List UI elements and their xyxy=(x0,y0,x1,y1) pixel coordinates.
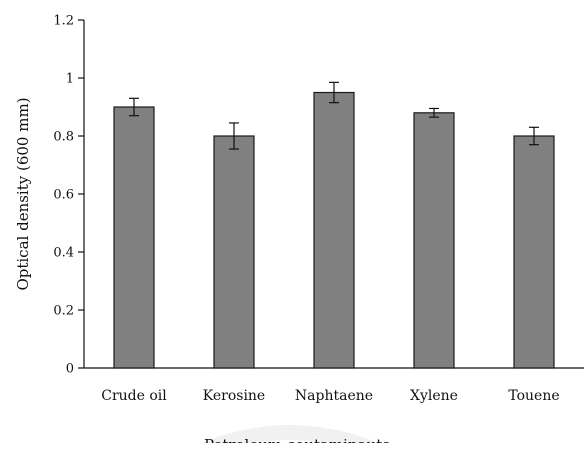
x-tick-label: Naphtaene xyxy=(295,388,373,404)
bar xyxy=(113,106,155,369)
x-tick-label: Crude oil xyxy=(101,388,167,404)
x-tick-labels: Crude oil Kerosine Naphtaene Xylene Touene xyxy=(101,388,559,404)
y-ticks: 0 0.2 0.4 0.6 0.8 1 1.2 xyxy=(53,14,84,377)
y-axis-title: Optical density (600 mm) xyxy=(14,97,32,290)
y-tick-label: 0.4 xyxy=(53,246,74,261)
y-tick-label: 0.2 xyxy=(53,304,74,319)
y-tick-label: 0.6 xyxy=(53,188,74,203)
x-tick-label: Xylene xyxy=(410,388,458,404)
bars xyxy=(113,81,555,369)
x-tick-label: Touene xyxy=(508,388,559,404)
y-tick-label: 0.8 xyxy=(53,130,74,145)
y-tick-label: 1 xyxy=(66,72,74,87)
bar xyxy=(413,112,455,369)
y-tick-label: 1.2 xyxy=(53,14,74,29)
y-tick-label: 0 xyxy=(66,362,74,377)
bar xyxy=(313,91,355,369)
x-tick-label: Kerosine xyxy=(203,388,265,404)
bar xyxy=(213,135,255,369)
bar xyxy=(513,135,555,369)
bottom-crop xyxy=(0,443,584,449)
